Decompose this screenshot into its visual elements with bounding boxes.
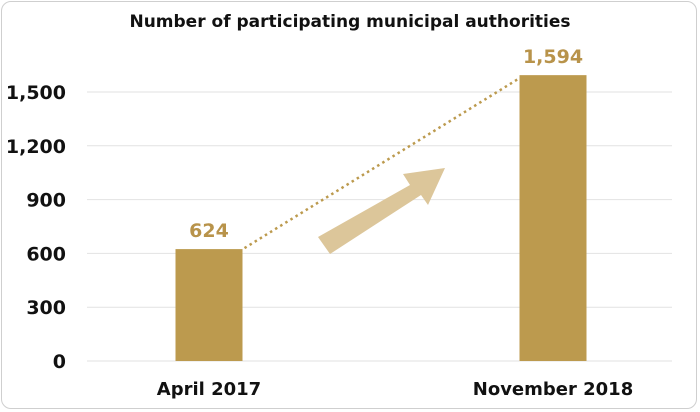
data-label: 624 <box>189 220 229 242</box>
y-tick-label: 1,200 <box>6 136 66 158</box>
growth-arrow-icon <box>318 168 445 254</box>
data-label: 1,594 <box>523 46 583 68</box>
y-tick-label: 600 <box>26 243 66 265</box>
trend-line <box>243 77 521 250</box>
y-tick-label: 1,500 <box>6 82 66 104</box>
bar <box>519 75 587 361</box>
chart-title: Number of participating municipal author… <box>129 12 570 32</box>
x-tick-label: April 2017 <box>157 379 261 400</box>
y-tick-label: 900 <box>26 190 66 212</box>
x-tick-label: November 2018 <box>473 379 633 400</box>
y-tick-label: 0 <box>53 351 66 373</box>
bar <box>175 249 243 361</box>
y-tick-label: 300 <box>26 297 66 319</box>
